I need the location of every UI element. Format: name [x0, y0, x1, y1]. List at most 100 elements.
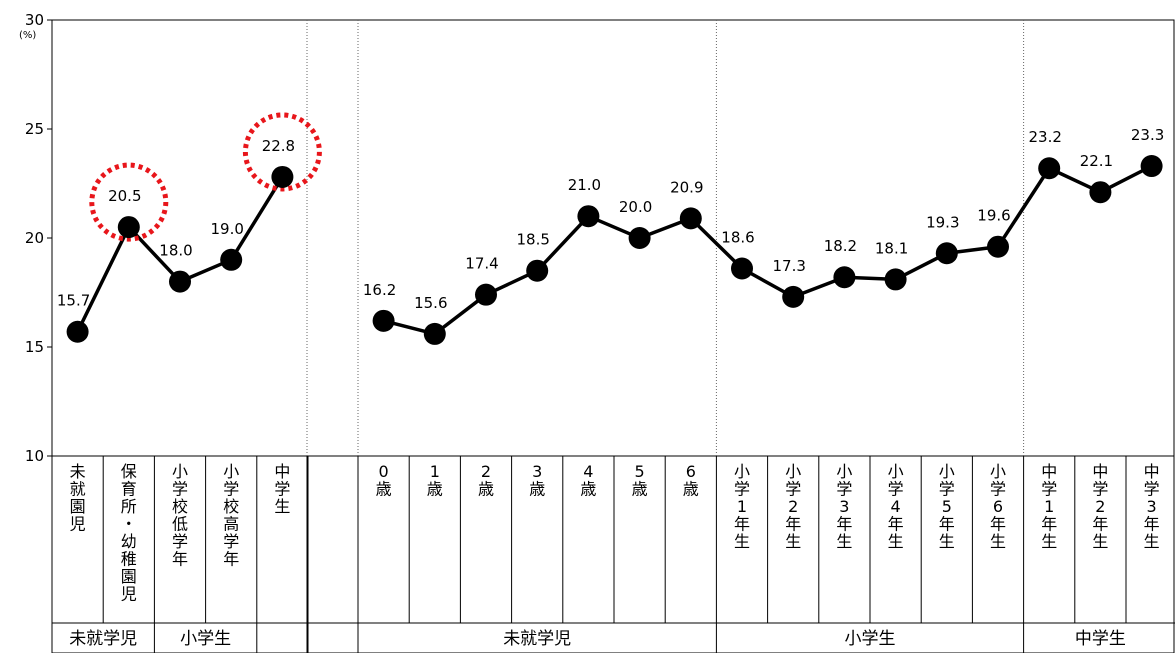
category-label-char: 歳	[580, 480, 596, 499]
category-label-char: 年	[939, 515, 955, 534]
y-tick-label: 20	[25, 229, 44, 247]
category-label-char: 学	[1041, 480, 1057, 499]
category-label-char: 小	[223, 462, 239, 481]
category-label-char: 1	[737, 497, 747, 516]
category-label-char: 6	[686, 462, 696, 481]
category-label-char: 生	[785, 532, 801, 551]
group-label: 未就学児	[503, 629, 571, 649]
category-label-char: 2	[481, 462, 491, 481]
category-label-char: 生	[1041, 532, 1057, 551]
data-label: 18.0	[159, 242, 192, 260]
data-label: 20.9	[670, 178, 703, 196]
data-point	[271, 165, 294, 188]
plot-border	[51, 19, 1175, 653]
category-label-char: 生	[1144, 532, 1160, 551]
category-label-char: 生	[836, 532, 852, 551]
category-label-char: 年	[1092, 515, 1108, 534]
data-label: 22.8	[262, 137, 295, 155]
category-label-char: 年	[990, 515, 1006, 534]
category-label-char: 学	[172, 480, 188, 499]
category-label-char: 学	[990, 480, 1006, 499]
data-labels: 15.7 20.5 18.0 19.0 22.8 16.2 15.6 17.4 18.5 21.0…	[57, 126, 1164, 312]
data-point	[169, 270, 191, 293]
category-label-char: 園	[70, 497, 86, 516]
category-label-char: 高	[223, 515, 239, 534]
data-point	[935, 242, 958, 265]
category-label-char: 未	[70, 462, 86, 481]
data-point	[1038, 157, 1061, 180]
category-label-char: 中	[1092, 462, 1108, 481]
data-point	[833, 266, 856, 289]
data-label: 17.3	[772, 257, 805, 275]
data-label: 23.2	[1028, 128, 1061, 146]
category-label-char: 中	[1041, 462, 1057, 481]
category-label-char: 幼	[121, 532, 137, 551]
data-label: 20.0	[619, 198, 652, 216]
data-label: 23.3	[1131, 126, 1164, 144]
category-label-char: 児	[121, 585, 137, 604]
category-label-char: 2	[788, 497, 798, 516]
category-label-char: 歳	[427, 480, 443, 499]
data-label: 17.4	[465, 255, 498, 273]
data-point	[475, 283, 497, 306]
data-point	[1089, 181, 1112, 204]
category-label-char: 中	[1144, 462, 1160, 481]
category-label-char: 中	[274, 462, 290, 481]
category-label-char: 学	[888, 480, 904, 499]
data-label: 16.2	[363, 281, 396, 299]
category-label-char: 4	[891, 497, 901, 516]
category-label-char: 年	[785, 515, 801, 534]
category-label-char: 校	[223, 497, 239, 516]
data-point	[1140, 155, 1163, 178]
y-tick-label: 25	[25, 120, 44, 138]
category-label-char: 0	[379, 462, 389, 481]
data-point	[884, 268, 907, 291]
data-point	[66, 320, 89, 343]
category-label-char: 年	[172, 550, 188, 569]
y-tick-label: 30	[25, 11, 44, 29]
category-label-char: 学	[836, 480, 852, 499]
data-label: 15.7	[57, 292, 90, 310]
category-label-char: 1	[430, 462, 440, 481]
category-label-char: 歳	[529, 480, 545, 499]
category-label-char: 4	[583, 462, 593, 481]
category-label-char: 3	[839, 497, 849, 516]
category-label-char: 生	[990, 532, 1006, 551]
category-label-char: ・	[121, 515, 137, 534]
data-label: 18.1	[875, 239, 908, 257]
category-label-char: 低	[172, 515, 188, 534]
data-point	[423, 322, 446, 345]
category-label-char: 学	[1144, 480, 1160, 499]
category-label-char: 年	[1144, 515, 1160, 534]
data-points	[66, 155, 1163, 345]
category-label-char: 生	[734, 532, 750, 551]
category-label-char: 歳	[478, 480, 494, 499]
category-label-char: 3	[532, 462, 542, 481]
category-label-char: 稚	[121, 550, 137, 569]
data-point	[679, 207, 702, 230]
category-label-char: 園	[121, 567, 137, 586]
category-label-char: 小	[990, 462, 1006, 481]
category-label-char: 小	[172, 462, 188, 481]
chart-frame	[51, 19, 1175, 653]
category-label-char: 学	[223, 480, 239, 499]
category-label-char: 所	[121, 497, 137, 516]
highlight-circle	[89, 162, 169, 242]
category-label-char: 学	[1092, 480, 1108, 499]
category-label-char: 5	[942, 497, 952, 516]
category-label-char: 学	[939, 480, 955, 499]
group-label: 小学生	[845, 629, 896, 649]
data-point	[372, 309, 395, 332]
category-label-char: 年	[888, 515, 904, 534]
category-label-char: 年	[223, 550, 239, 569]
data-label: 18.5	[516, 231, 549, 249]
category-label-char: 歳	[376, 480, 392, 499]
category-label-char: 年	[734, 515, 750, 534]
category-label-char: 生	[1092, 532, 1108, 551]
group-labels: 未就学児 小学生 未就学児 小学生 中学生	[69, 629, 1126, 649]
data-label: 18.2	[824, 237, 857, 255]
category-label-char: 年	[836, 515, 852, 534]
group-label: 小学生	[180, 629, 231, 649]
data-label: 20.5	[108, 187, 141, 205]
data-label: 22.1	[1080, 152, 1113, 170]
